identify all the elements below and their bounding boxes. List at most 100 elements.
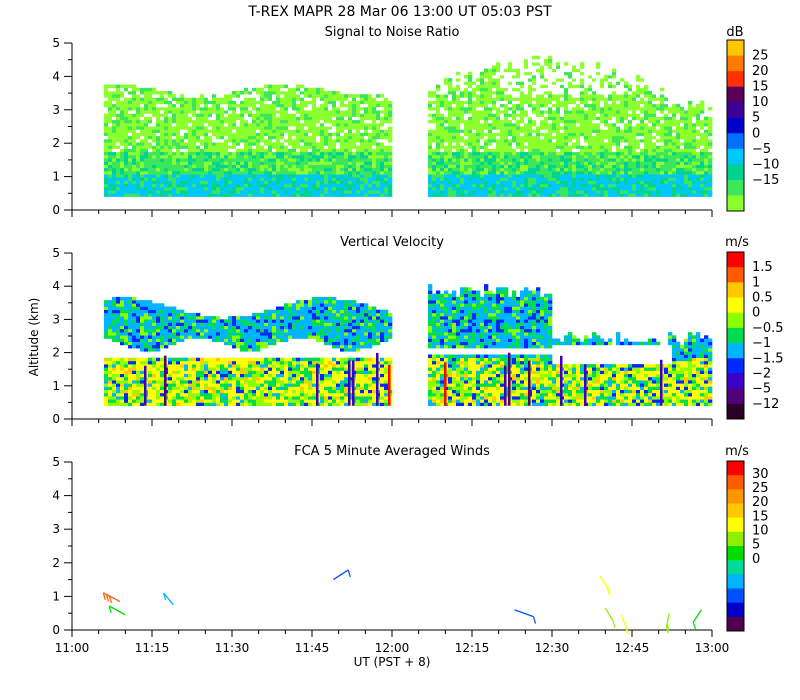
snr-cell bbox=[156, 91, 161, 95]
snr-cell bbox=[540, 174, 545, 178]
snr-cell bbox=[448, 119, 453, 124]
snr-cell bbox=[496, 100, 501, 105]
snr-cell bbox=[312, 139, 317, 143]
snr-cell bbox=[488, 193, 493, 197]
snr-cell bbox=[428, 91, 433, 95]
snr-cell bbox=[480, 94, 485, 98]
snr-cell bbox=[288, 84, 293, 89]
snr-cell bbox=[616, 119, 621, 124]
snr-cell bbox=[532, 129, 537, 133]
snr-cell bbox=[112, 87, 117, 92]
snr-cell bbox=[164, 183, 169, 188]
snr-cell bbox=[288, 174, 293, 178]
snr-cell bbox=[480, 171, 485, 175]
snr-cell bbox=[436, 158, 441, 162]
snr-cell bbox=[240, 94, 245, 98]
snr-cell bbox=[112, 100, 117, 105]
snr-cell bbox=[180, 190, 185, 194]
snr-cell bbox=[460, 107, 465, 111]
snr-cell bbox=[512, 91, 517, 95]
snr-cell bbox=[276, 142, 281, 146]
snr-cell bbox=[108, 164, 113, 169]
snr-cell bbox=[608, 177, 613, 181]
snr-cell bbox=[552, 68, 557, 73]
snr-cell bbox=[304, 155, 309, 159]
snr-cell bbox=[172, 123, 177, 127]
snr-cell bbox=[248, 126, 253, 130]
snr-cell bbox=[460, 193, 465, 197]
snr-cell bbox=[532, 100, 537, 105]
snr-cell bbox=[264, 190, 269, 194]
snr-cell bbox=[220, 94, 225, 98]
snr-cell bbox=[308, 167, 313, 172]
snr-cell bbox=[188, 158, 193, 162]
snr-cell bbox=[208, 190, 213, 194]
snr-cell bbox=[436, 174, 441, 178]
snr-cell bbox=[132, 145, 137, 149]
snr-cell bbox=[336, 177, 341, 181]
snr-cell bbox=[216, 158, 221, 162]
snr-cell bbox=[360, 187, 365, 191]
snr-cell bbox=[148, 180, 153, 185]
snr-cell bbox=[256, 193, 261, 197]
snr-cell bbox=[284, 139, 289, 143]
snr-cell bbox=[352, 174, 357, 178]
snr-cell bbox=[464, 126, 469, 130]
snr-cell bbox=[272, 142, 277, 146]
snr-cell bbox=[304, 119, 309, 124]
snr-cell bbox=[224, 142, 229, 146]
snr-cell bbox=[124, 126, 129, 130]
snr-cell bbox=[268, 94, 273, 98]
snr-cell bbox=[148, 135, 153, 140]
snr-cell bbox=[292, 145, 297, 149]
snr-cell bbox=[700, 174, 705, 178]
snr-cell bbox=[124, 187, 129, 191]
snr-cell bbox=[340, 135, 345, 140]
snr-cell bbox=[172, 167, 177, 172]
snr-cell bbox=[164, 187, 169, 191]
snr-cell bbox=[624, 139, 629, 143]
snr-cell bbox=[604, 151, 609, 156]
snr-cell bbox=[460, 110, 465, 114]
snr-cell bbox=[512, 103, 517, 108]
snr-cell bbox=[132, 151, 137, 156]
snr-cell bbox=[608, 103, 613, 108]
snr-cell bbox=[660, 177, 665, 181]
snr-cell bbox=[264, 132, 269, 137]
snr-cell bbox=[484, 110, 489, 114]
snr-cell bbox=[620, 113, 625, 117]
snr-cell bbox=[172, 119, 177, 124]
snr-cell bbox=[428, 103, 433, 108]
snr-cell bbox=[528, 171, 533, 175]
snr-cell bbox=[344, 190, 349, 194]
snr-cell bbox=[612, 155, 617, 159]
snr-cell bbox=[312, 193, 317, 197]
snr-cell bbox=[296, 148, 301, 153]
snr-cell bbox=[688, 123, 693, 127]
snr-cell bbox=[428, 139, 433, 143]
snr-cell bbox=[680, 145, 685, 149]
snr-cell bbox=[500, 87, 505, 92]
snr-cell bbox=[284, 187, 289, 191]
snr-cell bbox=[544, 139, 549, 143]
snr-cell bbox=[212, 164, 217, 169]
snr-cell bbox=[204, 97, 209, 101]
snr-cell bbox=[588, 107, 593, 111]
snr-cell bbox=[356, 119, 361, 124]
snr-cell bbox=[432, 129, 437, 133]
snr-cell bbox=[192, 164, 197, 169]
snr-cell bbox=[368, 183, 373, 188]
snr-cell bbox=[564, 62, 569, 66]
snr-cell bbox=[256, 167, 261, 172]
snr-cell bbox=[436, 139, 441, 143]
snr-cell bbox=[632, 119, 637, 124]
snr-cell bbox=[596, 177, 601, 181]
snr-cell bbox=[244, 167, 249, 172]
snr-cell bbox=[560, 126, 565, 130]
snr-cell bbox=[452, 91, 457, 95]
snr-cell bbox=[600, 151, 605, 156]
snr-cell bbox=[480, 135, 485, 140]
snr-cell bbox=[492, 151, 497, 156]
snr-cell bbox=[188, 148, 193, 153]
snr-cell bbox=[204, 177, 209, 181]
